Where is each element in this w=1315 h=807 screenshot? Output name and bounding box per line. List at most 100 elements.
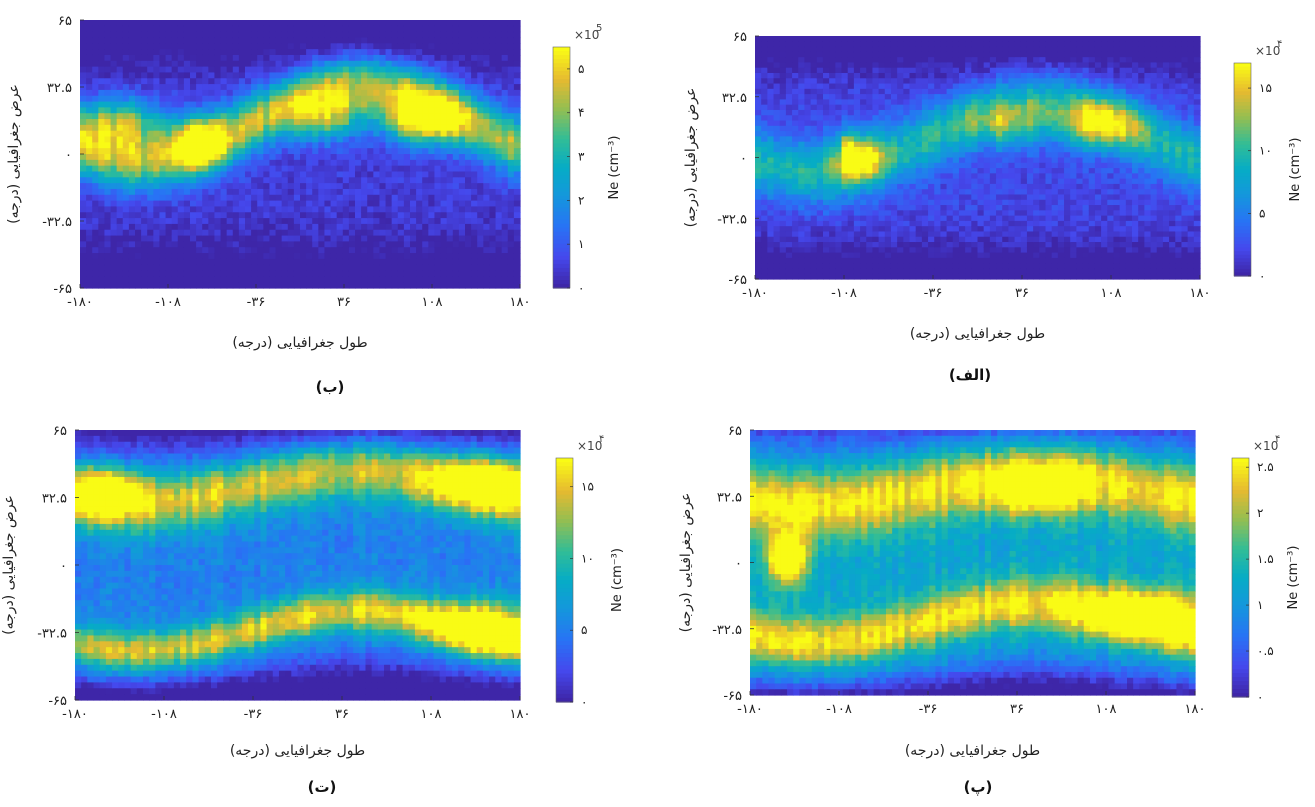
heatmap-cell (501, 247, 509, 254)
heatmap-cell (452, 223, 460, 231)
heatmap-cell (477, 72, 484, 79)
heatmap-cell (159, 200, 167, 208)
heatmap-cell (232, 124, 240, 132)
heatmap-cell (804, 120, 812, 127)
heatmap-cell (281, 78, 289, 85)
heatmap-cell (792, 257, 799, 264)
heatmap-cell (391, 235, 399, 242)
heatmap-cell (141, 206, 148, 213)
heatmap-cell (104, 177, 112, 184)
heatmap-cell (397, 177, 405, 184)
heatmap-cell (440, 276, 448, 283)
heatmap-cell (785, 136, 793, 143)
heatmap-cell (391, 177, 399, 184)
colorbar-swatch (553, 119, 570, 124)
heatmap-cell (397, 84, 405, 91)
heatmap-cell (495, 212, 503, 219)
heatmap-cell (458, 148, 466, 155)
heatmap-cell (440, 194, 448, 202)
heatmap-cell (159, 107, 167, 114)
heatmap-cell (171, 49, 179, 56)
heatmap-cell (110, 223, 118, 231)
heatmap-cell (135, 177, 142, 184)
heatmap-cell (452, 177, 460, 184)
heatmap-cell (477, 200, 484, 208)
heatmap-cell (952, 189, 960, 196)
heatmap-cell (165, 241, 173, 248)
heatmap-cell (921, 125, 929, 132)
heatmap-cell (220, 235, 228, 242)
heatmap-cell (798, 136, 806, 143)
heatmap-cell (965, 51, 972, 58)
heatmap-cell (379, 142, 387, 149)
heatmap-cell (324, 20, 332, 27)
heatmap-cell (804, 131, 812, 137)
heatmap-cell (300, 113, 307, 120)
heatmap-cell (513, 119, 521, 126)
heatmap-cell (489, 66, 497, 74)
heatmap-cell (336, 183, 344, 190)
heatmap-cell (410, 66, 417, 74)
heatmap-cell (804, 141, 812, 148)
heatmap-cell (946, 67, 954, 74)
heatmap-cell (965, 36, 972, 42)
heatmap-cell (300, 159, 307, 167)
heatmap-cell (779, 215, 787, 222)
heatmap-cell (434, 206, 442, 213)
heatmap-cell (367, 130, 374, 138)
heatmap-cell (507, 78, 515, 85)
heatmap-cell (379, 218, 387, 225)
heatmap-cell (245, 264, 252, 272)
heatmap-cell (965, 94, 972, 100)
heatmap-cell (798, 67, 806, 74)
heatmap-cell (477, 154, 484, 161)
heatmap-cell (379, 136, 387, 143)
heatmap-cell (220, 49, 228, 56)
heatmap-cell (958, 242, 966, 248)
heatmap-cell (281, 206, 289, 213)
heatmap-cell (355, 130, 362, 138)
heatmap-cell (141, 95, 148, 103)
heatmap-cell (147, 31, 154, 39)
heatmap-cell (507, 154, 515, 161)
heatmap-cell (477, 258, 484, 266)
heatmap-cell (98, 25, 106, 33)
heatmap-cell (330, 188, 338, 196)
heatmap-cell (446, 212, 454, 219)
heatmap-cell (829, 62, 836, 69)
heatmap-cell (330, 264, 338, 272)
heatmap-cell (767, 157, 775, 164)
heatmap-cell (116, 49, 124, 56)
heatmap-cell (890, 215, 898, 222)
heatmap-cell (202, 119, 209, 126)
heatmap-cell (465, 130, 472, 138)
heatmap-cell (342, 159, 350, 167)
heatmap-cell (147, 101, 154, 108)
heatmap-cell (921, 162, 929, 169)
heatmap-cell (501, 119, 509, 126)
heatmap-cell (847, 120, 855, 127)
heatmap-cell (921, 51, 929, 58)
heatmap-cell (483, 20, 491, 27)
heatmap-cell (779, 162, 787, 169)
heatmap-cell (159, 270, 167, 277)
heatmap-cell (281, 107, 289, 114)
heatmap-cell (367, 212, 374, 219)
heatmap-cell (847, 220, 855, 227)
heatmap-cell (300, 31, 307, 39)
heatmap-cell (287, 258, 295, 266)
heatmap-cell (835, 178, 843, 185)
heatmap-cell (348, 66, 356, 74)
heatmap-cell (367, 60, 374, 68)
heatmap-cell (263, 171, 271, 178)
heatmap-cell (755, 99, 762, 106)
heatmap-cell (804, 173, 812, 180)
heatmap-cell (220, 43, 228, 50)
heatmap-cell (928, 120, 935, 127)
heatmap-cell (804, 210, 812, 217)
heatmap-cell (110, 142, 118, 149)
heatmap-cell (909, 99, 917, 106)
heatmap-cell (306, 276, 313, 283)
heatmap-cell (122, 84, 130, 91)
heatmap-cell (104, 200, 112, 208)
